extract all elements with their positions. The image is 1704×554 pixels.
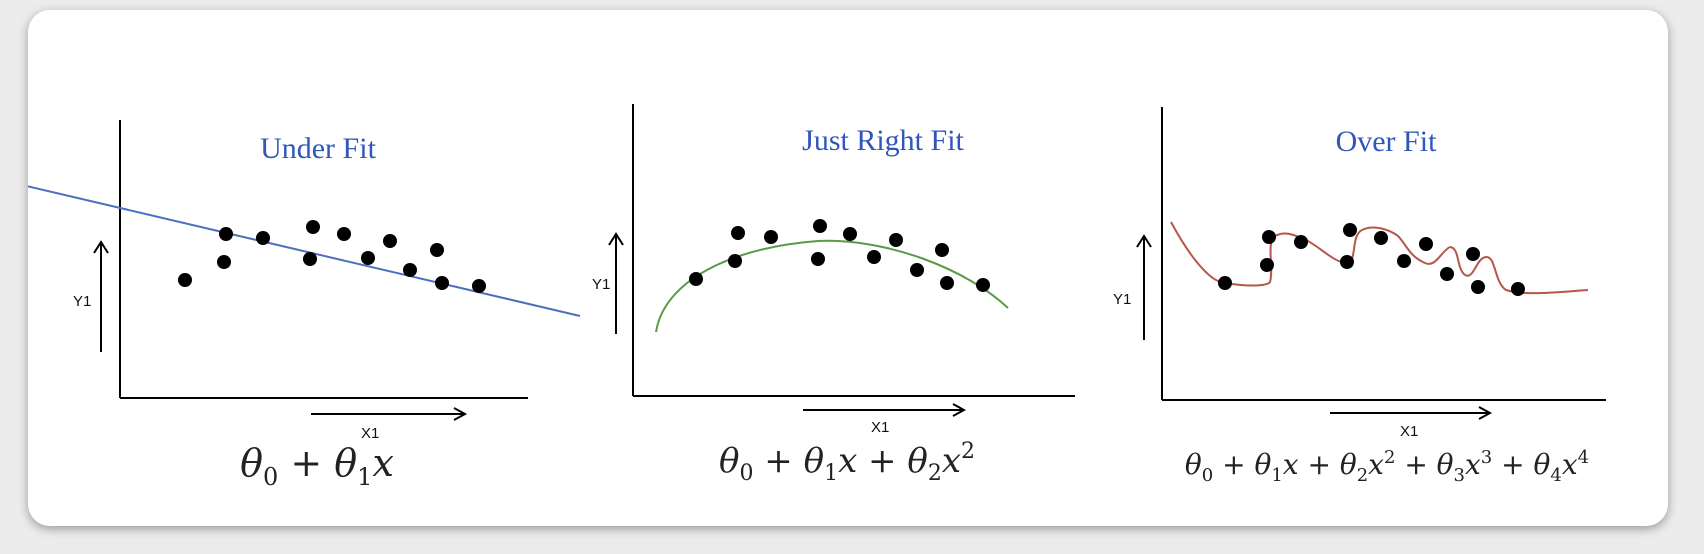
data-point <box>811 252 825 266</box>
data-point <box>1260 258 1274 272</box>
data-point <box>303 252 317 266</box>
data-point <box>1294 235 1308 249</box>
y-axis-label: Y1 <box>1113 291 1131 308</box>
data-point <box>178 273 192 287</box>
data-point <box>910 263 924 277</box>
data-point <box>764 230 778 244</box>
hypothesis-formula: θ0 + θ1x + θ2x2 <box>719 439 975 486</box>
y-arrow <box>93 240 109 352</box>
data-point <box>361 251 375 265</box>
y-arrow <box>608 232 624 334</box>
data-point <box>1511 282 1525 296</box>
data-point <box>1440 267 1454 281</box>
data-point <box>306 220 320 234</box>
data-point <box>1466 247 1480 261</box>
data-point <box>1343 223 1357 237</box>
data-points <box>178 220 486 293</box>
data-point <box>731 226 745 240</box>
data-point <box>1397 254 1411 268</box>
data-point <box>435 276 449 290</box>
x-arrow <box>1330 406 1493 420</box>
fit-curve <box>1170 221 1589 295</box>
data-point <box>889 233 903 247</box>
data-point <box>403 263 417 277</box>
data-points <box>1218 223 1525 296</box>
data-point <box>430 243 444 257</box>
data-point <box>1218 276 1232 290</box>
data-point <box>217 255 231 269</box>
data-point <box>843 227 857 241</box>
data-point <box>256 231 270 245</box>
data-point <box>867 250 881 264</box>
x-arrow <box>311 407 468 421</box>
hypothesis-formula: θ0 + θ1x <box>240 441 394 491</box>
data-point <box>976 278 990 292</box>
data-point <box>940 276 954 290</box>
y-axis-label: Y1 <box>592 276 610 293</box>
data-point <box>728 254 742 268</box>
x-axis-label: X1 <box>361 425 379 442</box>
data-point <box>1262 230 1276 244</box>
data-point <box>383 234 397 248</box>
fit-curve <box>655 239 1009 333</box>
y-arrow <box>1136 234 1152 340</box>
data-point <box>1471 280 1485 294</box>
data-point <box>689 272 703 286</box>
data-point <box>1340 255 1354 269</box>
figure-card: Under Fit Y1 X1 θ0 + θ1x <box>28 10 1668 526</box>
data-point <box>935 243 949 257</box>
data-point <box>472 279 486 293</box>
x-axis-label: X1 <box>1400 423 1418 440</box>
data-points <box>689 219 990 292</box>
fit-line <box>28 185 581 317</box>
y-axis-label: Y1 <box>73 293 91 310</box>
panel-title: Over Fit <box>1336 125 1437 158</box>
hypothesis-formula: θ0 + θ1x + θ2x2 + θ3x3 + θ4x4 <box>1185 447 1589 486</box>
data-point <box>1419 237 1433 251</box>
data-point <box>337 227 351 241</box>
x-arrow <box>803 403 967 417</box>
fitting-diagram: Under Fit Y1 X1 θ0 + θ1x <box>28 104 1606 491</box>
data-point <box>219 227 233 241</box>
panel-title: Under Fit <box>260 132 376 165</box>
panel-overfit: Over Fit Y1 X1 θ0 + θ1x + θ2x2 + θ3 <box>1113 107 1606 486</box>
panel-just-right: Just Right Fit Y1 X1 θ0 + θ1x + θ2x <box>592 104 1075 486</box>
data-point <box>813 219 827 233</box>
data-point <box>1374 231 1388 245</box>
x-axis-label: X1 <box>871 419 889 436</box>
panel-underfit: Under Fit Y1 X1 θ0 + θ1x <box>28 120 581 491</box>
panel-title: Just Right Fit <box>802 124 964 157</box>
